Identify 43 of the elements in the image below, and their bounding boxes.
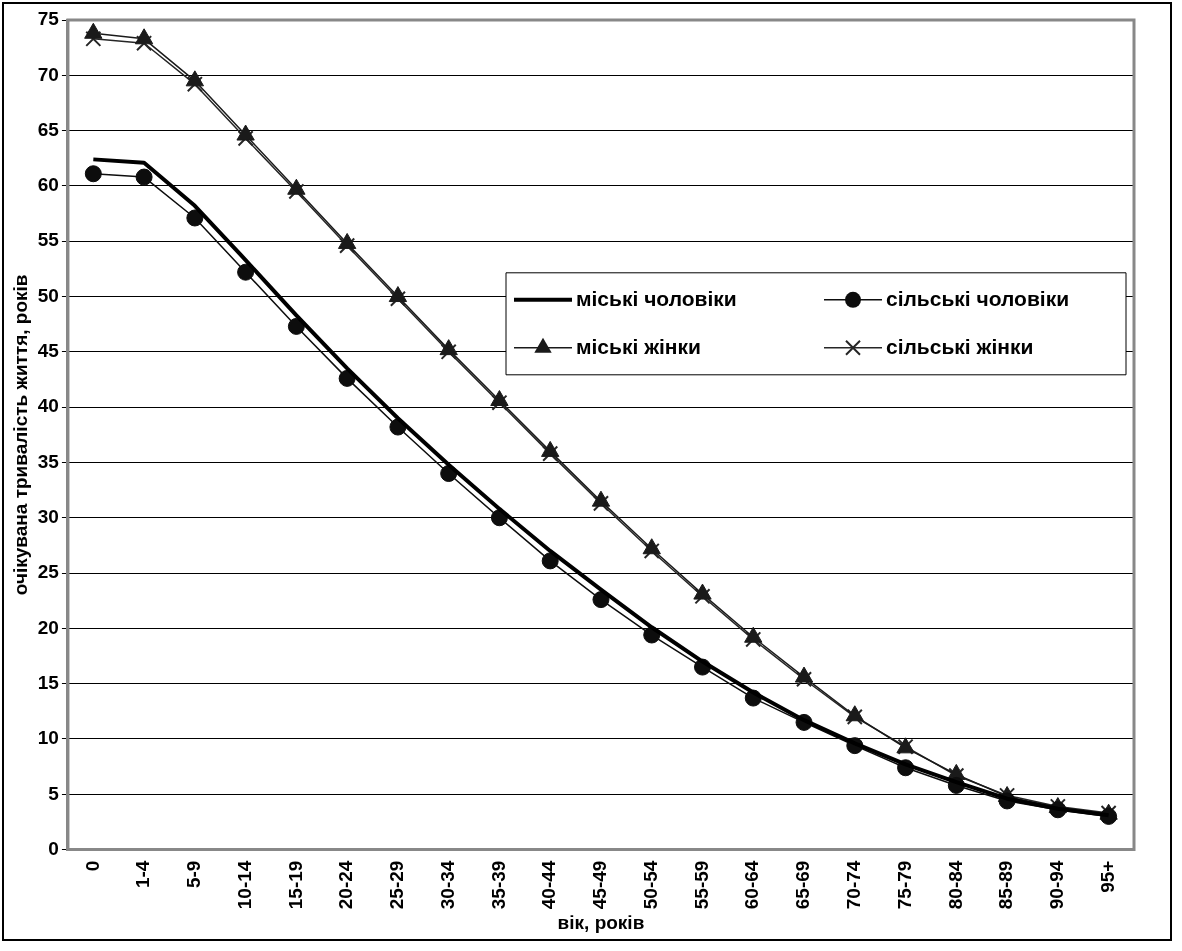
y-axis-title: очікувана тривалість життя, років (9, 274, 31, 596)
y-tick-label: 75 (37, 8, 60, 30)
x-tick-label: 80-84 (944, 860, 966, 910)
x-tick-label: 10-14 (233, 860, 255, 910)
x-tick-label: 1-4 (132, 860, 154, 889)
x-tick-label: 35-39 (487, 860, 509, 910)
y-tick-label: 0 (48, 837, 59, 859)
y-tick-label: 10 (37, 727, 59, 749)
y-tick-label: 5 (48, 782, 60, 804)
legend-label: міські чоловіки (576, 286, 737, 310)
x-tick-label: 45-49 (589, 860, 611, 910)
x-tick-label: 5-9 (183, 860, 205, 889)
legend-label: сільські жінки (886, 334, 1034, 358)
y-tick-label: 15 (37, 671, 60, 693)
legend-label: сільські чоловіки (886, 286, 1070, 310)
y-tick-label: 20 (37, 616, 59, 638)
x-axis-title: вік, років (557, 911, 645, 933)
x-tick-label: 20-24 (335, 860, 357, 910)
x-tick-label: 55-59 (690, 860, 712, 910)
x-tick-label: 60-64 (741, 860, 763, 910)
x-tick-label: 0 (81, 860, 103, 872)
y-tick-label: 30 (37, 506, 59, 527)
y-tick-label: 70 (37, 63, 59, 85)
y-tick-label: 45 (37, 340, 60, 362)
x-tick-label: 90-94 (1046, 860, 1068, 910)
x-tick-label: 50-54 (639, 860, 661, 910)
x-tick-label: 85-89 (995, 860, 1017, 910)
x-tick-label: 75-79 (893, 860, 915, 910)
x-tick-label: 70-74 (843, 860, 865, 910)
y-tick-label: 50 (37, 284, 59, 306)
x-tick-label: 65-69 (792, 860, 814, 910)
x-tick-label: 30-34 (436, 860, 458, 910)
x-tick-label: 95+ (1096, 860, 1118, 893)
y-tick-label: 40 (37, 395, 59, 417)
x-tick-label: 15-19 (284, 860, 306, 910)
y-tick-label: 35 (37, 450, 60, 472)
x-tick-label: 25-29 (386, 860, 408, 910)
y-tick-label: 65 (37, 118, 60, 140)
y-tick-label: 25 (37, 561, 60, 583)
x-tick-label: 40-44 (538, 860, 560, 910)
y-tick-label: 60 (37, 174, 59, 196)
legend-label: міські жінки (576, 334, 701, 358)
y-tick-label: 55 (37, 229, 60, 251)
